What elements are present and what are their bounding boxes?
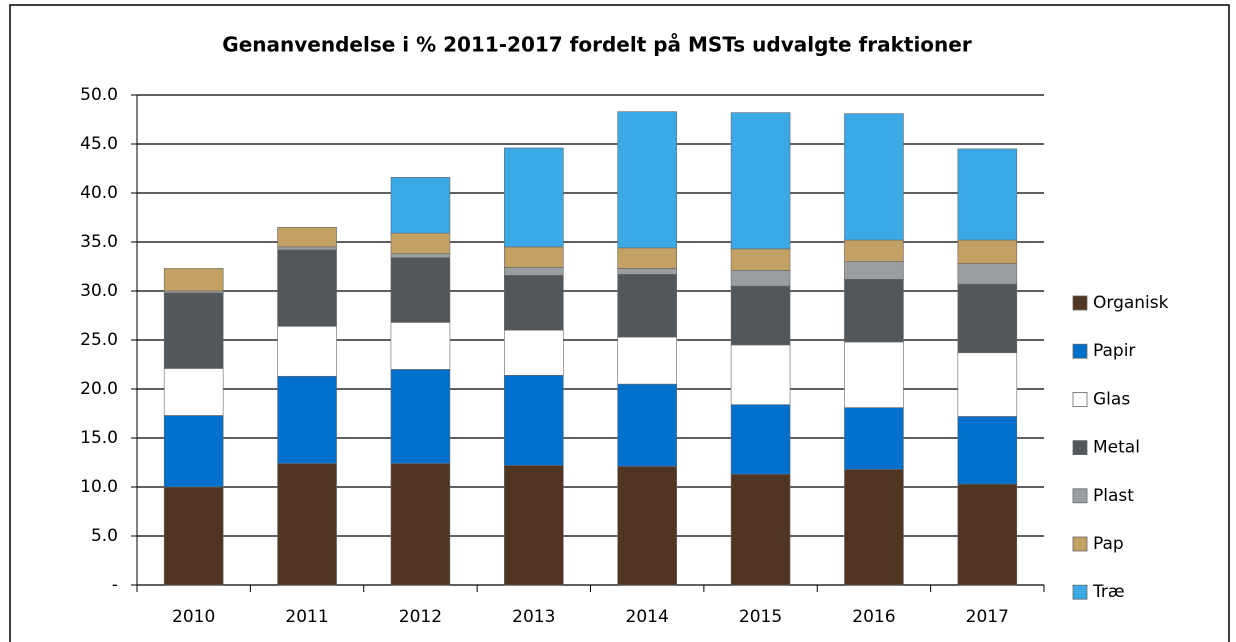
legend-label: Organisk: [1093, 293, 1169, 313]
x-tick-label: 2015: [739, 607, 782, 627]
bar-segment: [957, 239, 1018, 264]
bar-segment: [504, 329, 564, 376]
bar-segment: [163, 368, 224, 416]
legend-swatch: [1072, 391, 1088, 407]
bar-segment: [730, 404, 791, 475]
bar-segment: [617, 383, 677, 467]
legend-label: Glas: [1093, 389, 1130, 409]
bar-segment: [390, 232, 451, 255]
legend-swatch: [1072, 536, 1088, 552]
legend-swatch: [1072, 343, 1088, 359]
bar-segment: [730, 248, 791, 271]
bar-segment: [730, 473, 791, 586]
bar-segment: [277, 227, 337, 248]
y-tick-label: 25.0: [80, 330, 118, 350]
bar-segment: [844, 239, 904, 262]
bar-segment: [617, 247, 677, 269]
bar-segment: [617, 336, 677, 385]
bar-segment: [957, 148, 1018, 241]
bar-segment: [957, 352, 1018, 417]
bar-segment: [390, 322, 451, 370]
x-tick-label: 2016: [852, 607, 895, 627]
bar-segment: [844, 278, 904, 343]
bar-segment: [390, 177, 451, 234]
bar-segment: [163, 292, 224, 369]
bar-segment: [844, 261, 904, 280]
bar-segment: [957, 283, 1018, 354]
chart-frame: [9, 4, 1230, 642]
bar-segment: [844, 469, 904, 586]
bar-segment: [504, 267, 564, 276]
y-tick-label: -: [112, 575, 118, 595]
bar-segment: [844, 407, 904, 470]
x-tick-label: 2013: [512, 607, 555, 627]
y-tick-label: 15.0: [80, 428, 118, 448]
bar-segment: [163, 415, 224, 488]
chart-title: Genanvendelse i % 2011-2017 fordelt på M…: [222, 33, 972, 57]
bar-segment: [617, 268, 677, 275]
x-tick-label: 2014: [626, 607, 669, 627]
y-tick-label: 30.0: [80, 281, 118, 301]
bar-segment: [277, 325, 337, 377]
legend-label: Plast: [1093, 486, 1134, 506]
legend-label: Pap: [1093, 534, 1124, 554]
bar-segment: [390, 257, 451, 323]
legend-swatch: [1072, 488, 1088, 504]
bar-segment: [957, 416, 1018, 485]
y-tick-label: 35.0: [80, 232, 118, 252]
y-tick-label: 10.0: [80, 477, 118, 497]
bar-segment: [504, 374, 564, 466]
legend-label: Metal: [1093, 438, 1140, 458]
bar-segment: [957, 483, 1018, 586]
bar-segment: [617, 274, 677, 338]
x-tick-label: 2010: [172, 607, 215, 627]
legend-swatch: [1072, 440, 1088, 456]
x-tick-label: 2011: [285, 607, 328, 627]
legend-swatch: [1072, 584, 1088, 600]
y-tick-label: 5.0: [91, 526, 118, 546]
bar-segment: [277, 375, 337, 464]
bar-segment: [730, 285, 791, 346]
bar-segment: [957, 263, 1018, 285]
bar-segment: [277, 463, 337, 586]
y-tick-label: 45.0: [80, 134, 118, 154]
bar-segment: [163, 268, 224, 292]
bar-segment: [277, 249, 337, 327]
bar-segment: [277, 246, 337, 251]
bar-segment: [390, 253, 451, 258]
bar-segment: [844, 113, 904, 241]
y-tick-label: 40.0: [80, 183, 118, 203]
bar-segment: [617, 111, 677, 249]
x-tick-label: 2012: [399, 607, 442, 627]
bar-segment: [730, 112, 791, 250]
bar-segment: [730, 344, 791, 405]
bar-segment: [504, 275, 564, 331]
bar-segment: [504, 465, 564, 586]
bar-segment: [617, 466, 677, 586]
y-tick-label: 50.0: [80, 85, 118, 105]
legend-swatch: [1072, 295, 1088, 311]
bar-segment: [390, 369, 451, 464]
legend-label: Træ: [1092, 582, 1125, 602]
bar-segment: [730, 270, 791, 287]
bar-segment: [504, 147, 564, 248]
bar-segment: [844, 341, 904, 408]
y-tick-label: 20.0: [80, 379, 118, 399]
legend-label: Papir: [1093, 341, 1135, 361]
x-tick-label: 2017: [966, 607, 1009, 627]
bar-segment: [390, 463, 451, 586]
bar-segment: [504, 246, 564, 268]
bar-segment: [163, 486, 224, 586]
